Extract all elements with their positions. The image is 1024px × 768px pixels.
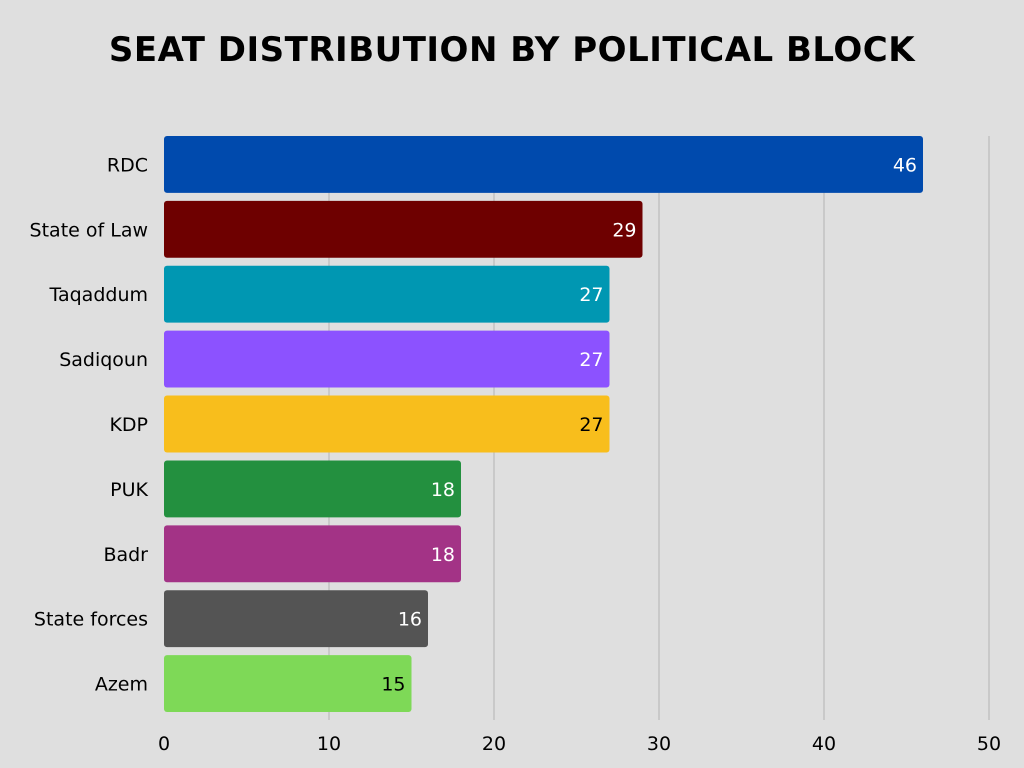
bar — [164, 136, 923, 193]
data-label: 18 — [431, 479, 455, 501]
x-tick-label: 40 — [812, 733, 836, 755]
bar — [164, 395, 610, 453]
bar — [164, 460, 461, 518]
category-label: RDC — [107, 154, 148, 176]
data-label: 29 — [612, 219, 636, 241]
data-label: 15 — [381, 674, 405, 696]
category-label: Badr — [103, 544, 148, 566]
category-label: PUK — [110, 479, 148, 501]
data-label: 27 — [579, 414, 603, 436]
category-label: Taqaddum — [49, 284, 148, 306]
category-label: Sadiqoun — [59, 349, 148, 371]
category-label: KDP — [109, 414, 148, 436]
bar — [164, 330, 610, 388]
x-tick-label: 20 — [482, 733, 506, 755]
x-tick-label: 30 — [647, 733, 671, 755]
data-label: 27 — [579, 349, 603, 371]
bar — [164, 590, 428, 648]
x-tick-label: 50 — [977, 733, 1001, 755]
category-label: State forces — [34, 609, 148, 631]
bar — [164, 525, 461, 583]
category-label: Azem — [95, 674, 148, 696]
data-label: 16 — [398, 609, 422, 631]
x-tick-label: 0 — [158, 733, 170, 755]
category-label: State of Law — [30, 219, 148, 241]
chart-title: SEAT DISTRIBUTION BY POLITICAL BLOCK — [108, 30, 916, 70]
x-tick-label: 10 — [317, 733, 341, 755]
bar — [164, 655, 412, 712]
data-label: 18 — [431, 544, 455, 566]
data-label: 46 — [893, 154, 917, 176]
bar — [164, 200, 643, 258]
data-label: 27 — [579, 284, 603, 306]
bar — [164, 265, 610, 323]
